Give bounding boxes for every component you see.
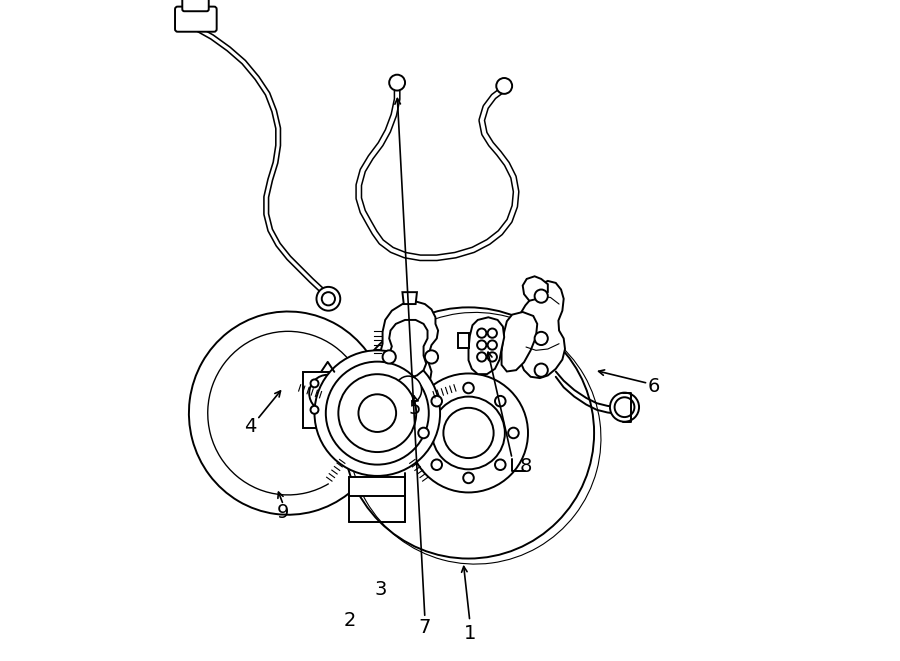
Circle shape [488, 340, 497, 350]
Circle shape [488, 352, 497, 362]
Text: 7: 7 [418, 619, 431, 637]
Circle shape [310, 375, 346, 412]
Polygon shape [469, 317, 504, 374]
Text: 1: 1 [464, 624, 476, 642]
Polygon shape [501, 312, 537, 371]
Circle shape [409, 373, 528, 492]
Circle shape [535, 364, 548, 377]
Circle shape [495, 459, 506, 470]
Circle shape [610, 393, 639, 422]
Circle shape [432, 397, 505, 469]
Polygon shape [389, 320, 428, 378]
Polygon shape [458, 333, 469, 348]
Text: 2: 2 [343, 611, 356, 629]
Circle shape [389, 75, 405, 91]
Polygon shape [518, 281, 565, 378]
Circle shape [535, 290, 548, 303]
Circle shape [418, 428, 428, 438]
FancyBboxPatch shape [183, 0, 209, 11]
Circle shape [496, 78, 512, 94]
Circle shape [317, 287, 340, 311]
Circle shape [343, 307, 594, 559]
FancyBboxPatch shape [175, 7, 217, 32]
Circle shape [310, 379, 319, 387]
Circle shape [337, 379, 345, 387]
Circle shape [337, 406, 345, 414]
Circle shape [508, 428, 518, 438]
Polygon shape [380, 301, 438, 394]
Circle shape [488, 329, 497, 338]
Circle shape [326, 362, 428, 465]
Text: 9: 9 [277, 503, 290, 522]
Text: 8: 8 [519, 457, 532, 475]
Circle shape [358, 394, 396, 432]
Circle shape [314, 350, 440, 476]
Circle shape [310, 406, 319, 414]
Text: 5: 5 [409, 399, 421, 418]
Circle shape [338, 374, 416, 452]
Circle shape [382, 350, 396, 364]
Circle shape [495, 396, 506, 407]
Circle shape [444, 408, 493, 458]
Circle shape [535, 332, 548, 345]
Polygon shape [523, 276, 548, 301]
Text: 3: 3 [374, 580, 387, 599]
Circle shape [425, 350, 438, 364]
Circle shape [477, 329, 486, 338]
Circle shape [431, 459, 442, 470]
Bar [349, 477, 405, 496]
Polygon shape [402, 292, 417, 304]
Circle shape [464, 383, 473, 393]
FancyBboxPatch shape [303, 371, 353, 428]
Circle shape [477, 340, 486, 350]
Circle shape [464, 473, 473, 483]
Circle shape [431, 396, 442, 407]
Text: 6: 6 [647, 377, 660, 396]
Circle shape [615, 397, 634, 417]
Circle shape [322, 292, 335, 305]
Ellipse shape [395, 376, 421, 404]
Circle shape [477, 352, 486, 362]
Text: 4: 4 [244, 417, 256, 436]
